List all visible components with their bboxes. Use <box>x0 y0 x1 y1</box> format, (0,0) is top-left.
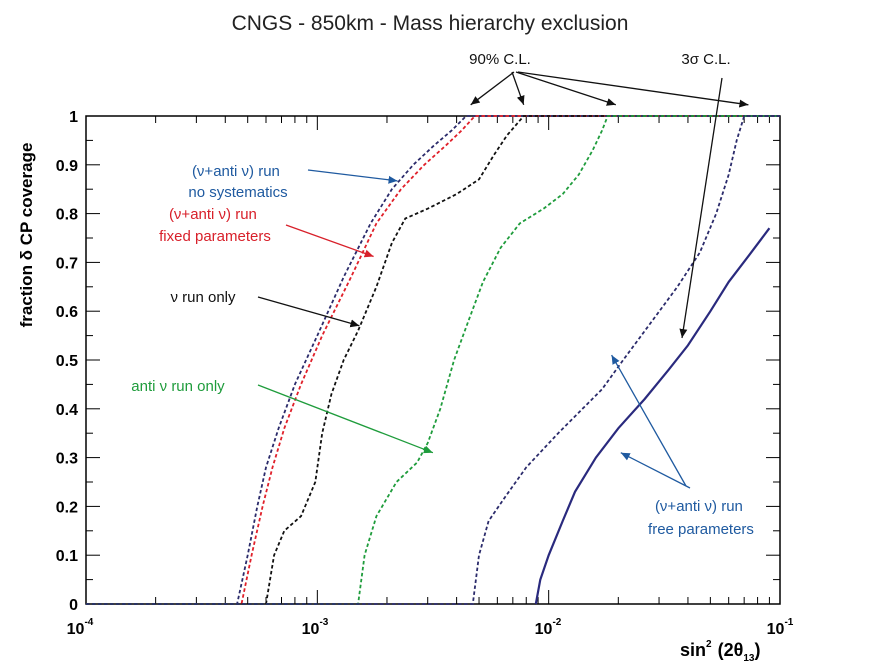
annotation-arrow <box>517 71 749 108</box>
annotation-arrow <box>307 169 398 184</box>
y-tick-label: 0 <box>69 597 78 614</box>
x-tick-label: 10-2 <box>535 617 562 638</box>
annotation-90-cl: 90% C.L. <box>469 51 531 68</box>
annotation-nu-run-only: ν run only <box>170 289 236 306</box>
y-tick-label: 0.1 <box>56 548 78 565</box>
series-line-nu-antinu-fixed-parameters <box>86 115 780 605</box>
x-tick-label: 10-4 <box>67 617 94 638</box>
annotation-arrow <box>470 71 515 106</box>
y-tick-label: 0.9 <box>56 158 78 175</box>
x-tick-label: 10-3 <box>302 617 329 638</box>
annotation-arrow <box>611 354 687 487</box>
series-line-nu-antinu-no-systematics <box>86 115 780 605</box>
y-tick-label: 0.5 <box>56 353 78 370</box>
annotation-3sigma-cl: 3σ C.L. <box>681 51 730 68</box>
annotation-arrow <box>257 296 360 328</box>
x-tick-label: 10-1 <box>767 617 794 638</box>
y-tick-label: 0.6 <box>56 304 78 321</box>
annotation-arrow <box>620 452 691 489</box>
y-tick-label: 0.2 <box>56 499 78 516</box>
axis-ticks <box>85 115 781 605</box>
y-tick-label: 1 <box>69 109 78 126</box>
y-tick-label: 0.3 <box>56 451 78 468</box>
series-line-free-parameters-90cl <box>86 115 780 605</box>
x-axis-label: sin2 (2θ13) <box>680 639 760 664</box>
annotation-arrows <box>257 71 749 489</box>
annotation-antinu-run-only: anti ν run only <box>131 378 225 395</box>
annotation-arrow <box>257 384 434 454</box>
y-axis-label: fraction δ CP coverage <box>17 143 36 328</box>
annotation-arrow <box>679 77 723 339</box>
y-tick-label: 0.7 <box>56 255 78 272</box>
y-tick-labels: 0 0.1 0.2 0.3 0.4 0.5 0.6 0.7 0.8 0.9 1 <box>56 109 78 614</box>
series-line-nu-run-only <box>86 115 780 605</box>
x-tick-labels: 10-4 10-3 10-2 10-1 <box>67 617 794 638</box>
y-tick-label: 0.4 <box>56 402 78 419</box>
annotations: (ν+anti ν) run no systematics (ν+anti ν)… <box>131 51 754 538</box>
series-group <box>86 115 780 605</box>
annotation-fixed-parameters: (ν+anti ν) run fixed parameters <box>159 206 271 245</box>
series-line-free-parameters-3sigma <box>534 227 771 605</box>
annotation-no-systematics: (ν+anti ν) run no systematics <box>188 163 287 201</box>
series-line-antinu-run-only <box>86 115 780 605</box>
annotation-arrow <box>511 71 525 106</box>
annotation-arrow <box>285 224 374 258</box>
annotation-free-parameters: (ν+anti ν) run free parameters <box>648 498 754 538</box>
chart-title: CNGS - 850km - Mass hierarchy exclusion <box>232 12 629 35</box>
y-tick-label: 0.8 <box>56 207 78 224</box>
annotation-arrow <box>515 71 617 106</box>
